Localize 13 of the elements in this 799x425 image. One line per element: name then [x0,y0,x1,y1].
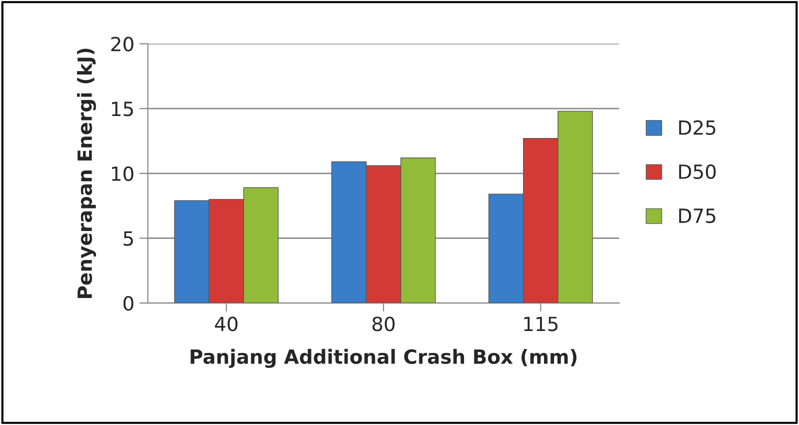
y-tick-label: 0 [124,296,134,311]
y-tick-label: 15 [112,102,133,116]
y-tick-label: 20 [111,36,134,52]
x-tick-label: 115 [524,316,558,332]
y-axis-title: Penyerapan Energi (kJ) [77,48,96,298]
x-tick-label: 80 [372,316,395,332]
legend-label: D25 [679,120,716,135]
legend-label: D75 [679,208,716,224]
y-tick-label: 5 [124,231,133,246]
x-tick-label: 40 [214,316,238,332]
y-tick-label: 10 [112,166,134,182]
legend-label: D50 [679,164,716,180]
x-axis-title: Panjang Additional Crash Box (mm) [190,348,576,368]
